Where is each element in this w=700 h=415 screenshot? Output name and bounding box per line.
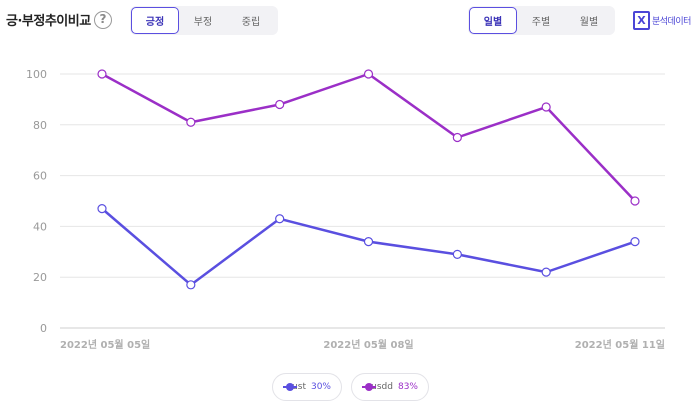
- data-point-ust: [186, 280, 196, 290]
- series-line-ust: [101, 207, 636, 287]
- line-chart: 0 20 40 60 80 100 2022년 05월 05일 2022년 05월 08일 20…: [26, 68, 665, 351]
- tab-monthly[interactable]: 월별: [579, 17, 599, 28]
- export-data-label: 분석데이터: [652, 17, 691, 27]
- y-tick-label: 40: [33, 220, 47, 233]
- excel-icon: X: [633, 11, 650, 30]
- period-tab-group: 일별 주별 월별: [468, 6, 615, 35]
- legend-label-usdd: usdd: [371, 382, 393, 392]
- data-point-usdd: [275, 99, 285, 110]
- export-data-button[interactable]: X 분석데이터: [633, 11, 691, 30]
- tab-negative[interactable]: 부정: [193, 17, 213, 28]
- y-tick-label: 60: [33, 170, 47, 183]
- legend-marker-usdd: [362, 383, 377, 391]
- data-point-ust: [363, 237, 374, 247]
- help-icon[interactable]: ?: [94, 11, 112, 29]
- x-tick-label: 2022년 05월 11일: [575, 338, 665, 351]
- y-tick-label: 100: [26, 68, 47, 81]
- legend-item-usdd[interactable]: usdd 83%: [351, 373, 429, 401]
- legend-item-ust[interactable]: ust 30%: [272, 373, 342, 401]
- data-point-usdd: [541, 102, 551, 112]
- chart-header: 긍·부정추이비교 ? 긍정 부정 중립 일별 주별 월별 X 분석데이터: [0, 0, 700, 40]
- data-point-ust: [275, 214, 285, 224]
- y-tick-label: 80: [33, 119, 47, 132]
- y-tick-label: 20: [33, 271, 47, 284]
- y-tick-label: 0: [40, 322, 47, 335]
- chart-title: 긍·부정추이비교: [6, 14, 91, 29]
- legend-marker-ust: [283, 383, 298, 391]
- data-point-ust: [452, 249, 462, 259]
- legend-label-ust: ust: [292, 382, 306, 392]
- data-point-usdd: [452, 132, 462, 143]
- data-point-ust: [630, 237, 640, 247]
- data-point-usdd: [186, 117, 196, 127]
- tab-weekly[interactable]: 주별: [531, 17, 551, 28]
- data-point-ust: [541, 267, 551, 277]
- data-point-usdd: [363, 69, 374, 79]
- legend-percent-ust: 30%: [310, 382, 331, 392]
- tab-daily[interactable]: 일별: [469, 7, 517, 34]
- data-point-usdd: [630, 196, 640, 206]
- x-tick-label: 2022년 05월 08일: [323, 338, 413, 351]
- x-tick-label: 2022년 05월 05일: [60, 338, 150, 351]
- series-line-usdd: [101, 72, 636, 202]
- legend-percent-usdd: 83%: [397, 382, 418, 392]
- sentiment-tab-group: 긍정 부정 중립: [130, 6, 278, 35]
- data-point-usdd: [97, 69, 107, 79]
- data-point-ust: [97, 204, 107, 214]
- tab-neutral[interactable]: 중립: [241, 17, 261, 28]
- tab-positive[interactable]: 긍정: [131, 7, 179, 34]
